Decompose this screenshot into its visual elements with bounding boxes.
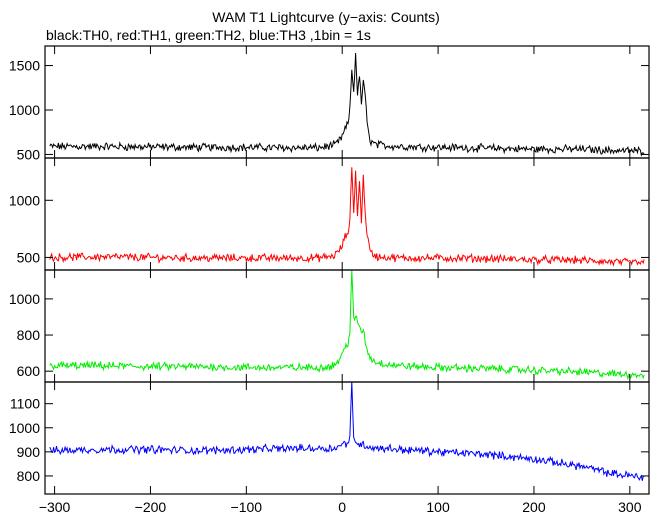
y-tick-label-th1: 500 (17, 249, 41, 265)
x-tick-label: 100 (426, 499, 450, 515)
y-tick-label-th2: 1000 (9, 291, 40, 307)
y-tick-label-th2: 800 (17, 327, 41, 343)
lightcurve-th0 (49, 52, 645, 157)
y-tick-label-th0: 500 (17, 146, 41, 162)
x-tick-label: −300 (39, 499, 71, 515)
lightcurve-th3 (49, 382, 645, 481)
chart-subtitle: black:TH0, red:TH1, green:TH2, blue:TH3 … (46, 27, 371, 43)
y-tick-label-th3: 900 (17, 444, 41, 460)
x-tick-label: −200 (135, 499, 167, 515)
lightcurve-th1 (49, 167, 645, 267)
panel-frame-th2 (44, 269, 650, 383)
y-tick-label-th3: 1000 (9, 420, 40, 436)
y-tick-label-th1: 1000 (9, 192, 40, 208)
y-tick-label-th3: 1100 (10, 396, 40, 412)
panel-frame-th3 (44, 381, 650, 495)
x-tick-label: 0 (338, 499, 346, 515)
panel-frame-th1 (44, 157, 650, 271)
panel-frame-th0 (44, 45, 650, 159)
chart-title: WAM T1 Lightcurve (y−axis: Counts) (212, 9, 440, 25)
x-tick-label: 200 (522, 499, 546, 515)
y-tick-label-th0: 1500 (9, 58, 40, 74)
y-tick-label-th3: 800 (17, 468, 41, 484)
y-tick-label-th0: 1000 (9, 102, 40, 118)
x-tick-label: 300 (618, 499, 642, 515)
y-tick-label-th2: 600 (17, 363, 41, 379)
x-tick-label: −100 (231, 499, 263, 515)
lightcurve-th2 (49, 270, 645, 381)
